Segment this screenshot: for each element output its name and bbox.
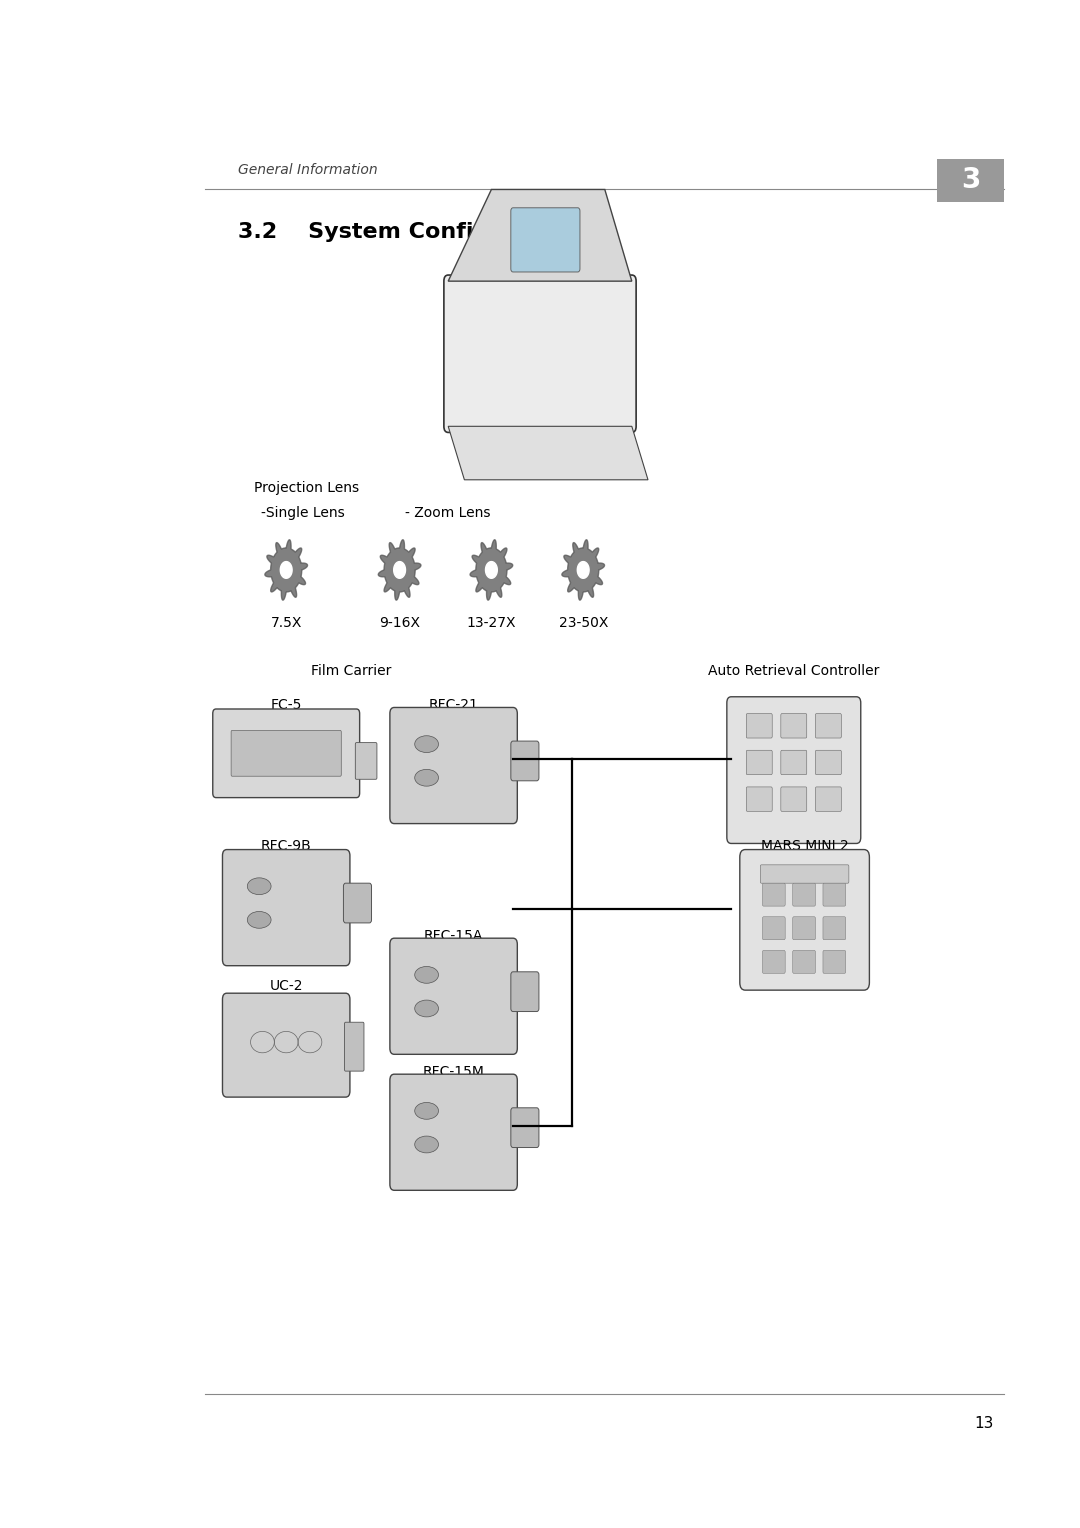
Text: General Information: General Information	[238, 163, 377, 177]
Polygon shape	[448, 426, 648, 480]
FancyBboxPatch shape	[343, 883, 372, 923]
FancyBboxPatch shape	[746, 750, 772, 775]
FancyBboxPatch shape	[762, 883, 785, 906]
Text: RFC-21: RFC-21	[429, 698, 478, 712]
Ellipse shape	[247, 911, 271, 929]
Text: RFC-15M: RFC-15M	[422, 1065, 485, 1079]
Text: 3: 3	[961, 167, 981, 194]
Text: FC-5: FC-5	[270, 698, 302, 712]
Ellipse shape	[415, 1137, 438, 1152]
FancyBboxPatch shape	[937, 159, 1004, 202]
Ellipse shape	[415, 736, 438, 753]
Text: MARS C-4: MARS C-4	[760, 698, 827, 712]
Text: UC-2: UC-2	[269, 979, 303, 993]
Text: RFC-15A: RFC-15A	[424, 929, 483, 943]
Polygon shape	[470, 539, 513, 601]
FancyBboxPatch shape	[222, 993, 350, 1097]
FancyBboxPatch shape	[823, 917, 846, 940]
FancyBboxPatch shape	[727, 697, 861, 843]
Text: 7.5X: 7.5X	[270, 616, 302, 630]
FancyBboxPatch shape	[823, 883, 846, 906]
FancyBboxPatch shape	[793, 917, 815, 940]
FancyBboxPatch shape	[781, 714, 807, 738]
FancyBboxPatch shape	[213, 709, 360, 798]
FancyBboxPatch shape	[762, 917, 785, 940]
FancyBboxPatch shape	[793, 883, 815, 906]
FancyBboxPatch shape	[345, 1022, 364, 1071]
Text: Auto Retrieval Controller: Auto Retrieval Controller	[708, 665, 879, 678]
FancyBboxPatch shape	[231, 730, 341, 776]
FancyBboxPatch shape	[746, 714, 772, 738]
FancyBboxPatch shape	[762, 950, 785, 973]
FancyBboxPatch shape	[746, 787, 772, 811]
Text: - Zoom Lens: - Zoom Lens	[405, 506, 490, 520]
FancyBboxPatch shape	[511, 208, 580, 272]
Text: 3.2    System Configuration: 3.2 System Configuration	[238, 222, 580, 241]
FancyBboxPatch shape	[815, 714, 841, 738]
FancyBboxPatch shape	[511, 972, 539, 1012]
Polygon shape	[378, 539, 421, 601]
Text: -Single Lens: -Single Lens	[261, 506, 346, 520]
FancyBboxPatch shape	[815, 787, 841, 811]
FancyBboxPatch shape	[823, 950, 846, 973]
Ellipse shape	[415, 1001, 438, 1018]
Polygon shape	[448, 189, 632, 281]
FancyBboxPatch shape	[815, 750, 841, 775]
FancyBboxPatch shape	[511, 741, 539, 781]
Ellipse shape	[415, 770, 438, 787]
Text: RFC-9B: RFC-9B	[261, 839, 311, 853]
Text: 9-16X: 9-16X	[379, 616, 420, 630]
Text: Film Carrier: Film Carrier	[311, 665, 391, 678]
Ellipse shape	[415, 967, 438, 984]
Polygon shape	[578, 562, 589, 578]
Text: Scanner: Scanner	[512, 249, 568, 263]
FancyBboxPatch shape	[390, 1074, 517, 1190]
Polygon shape	[486, 562, 497, 578]
Ellipse shape	[247, 877, 271, 895]
FancyBboxPatch shape	[781, 787, 807, 811]
FancyBboxPatch shape	[222, 850, 350, 966]
Text: 13: 13	[974, 1416, 994, 1432]
Text: Projection Lens: Projection Lens	[254, 481, 359, 495]
FancyBboxPatch shape	[511, 1108, 539, 1148]
Polygon shape	[281, 562, 292, 578]
FancyBboxPatch shape	[740, 850, 869, 990]
FancyBboxPatch shape	[781, 750, 807, 775]
Polygon shape	[562, 539, 605, 601]
Text: MARS MINI 2: MARS MINI 2	[760, 839, 849, 853]
FancyBboxPatch shape	[793, 950, 815, 973]
Polygon shape	[394, 562, 405, 578]
FancyBboxPatch shape	[390, 938, 517, 1054]
FancyBboxPatch shape	[355, 743, 377, 779]
Polygon shape	[265, 539, 308, 601]
Text: 13-27X: 13-27X	[467, 616, 516, 630]
FancyBboxPatch shape	[444, 275, 636, 432]
FancyBboxPatch shape	[760, 865, 849, 883]
Text: 23-50X: 23-50X	[558, 616, 608, 630]
Ellipse shape	[415, 1103, 438, 1118]
FancyBboxPatch shape	[390, 707, 517, 824]
